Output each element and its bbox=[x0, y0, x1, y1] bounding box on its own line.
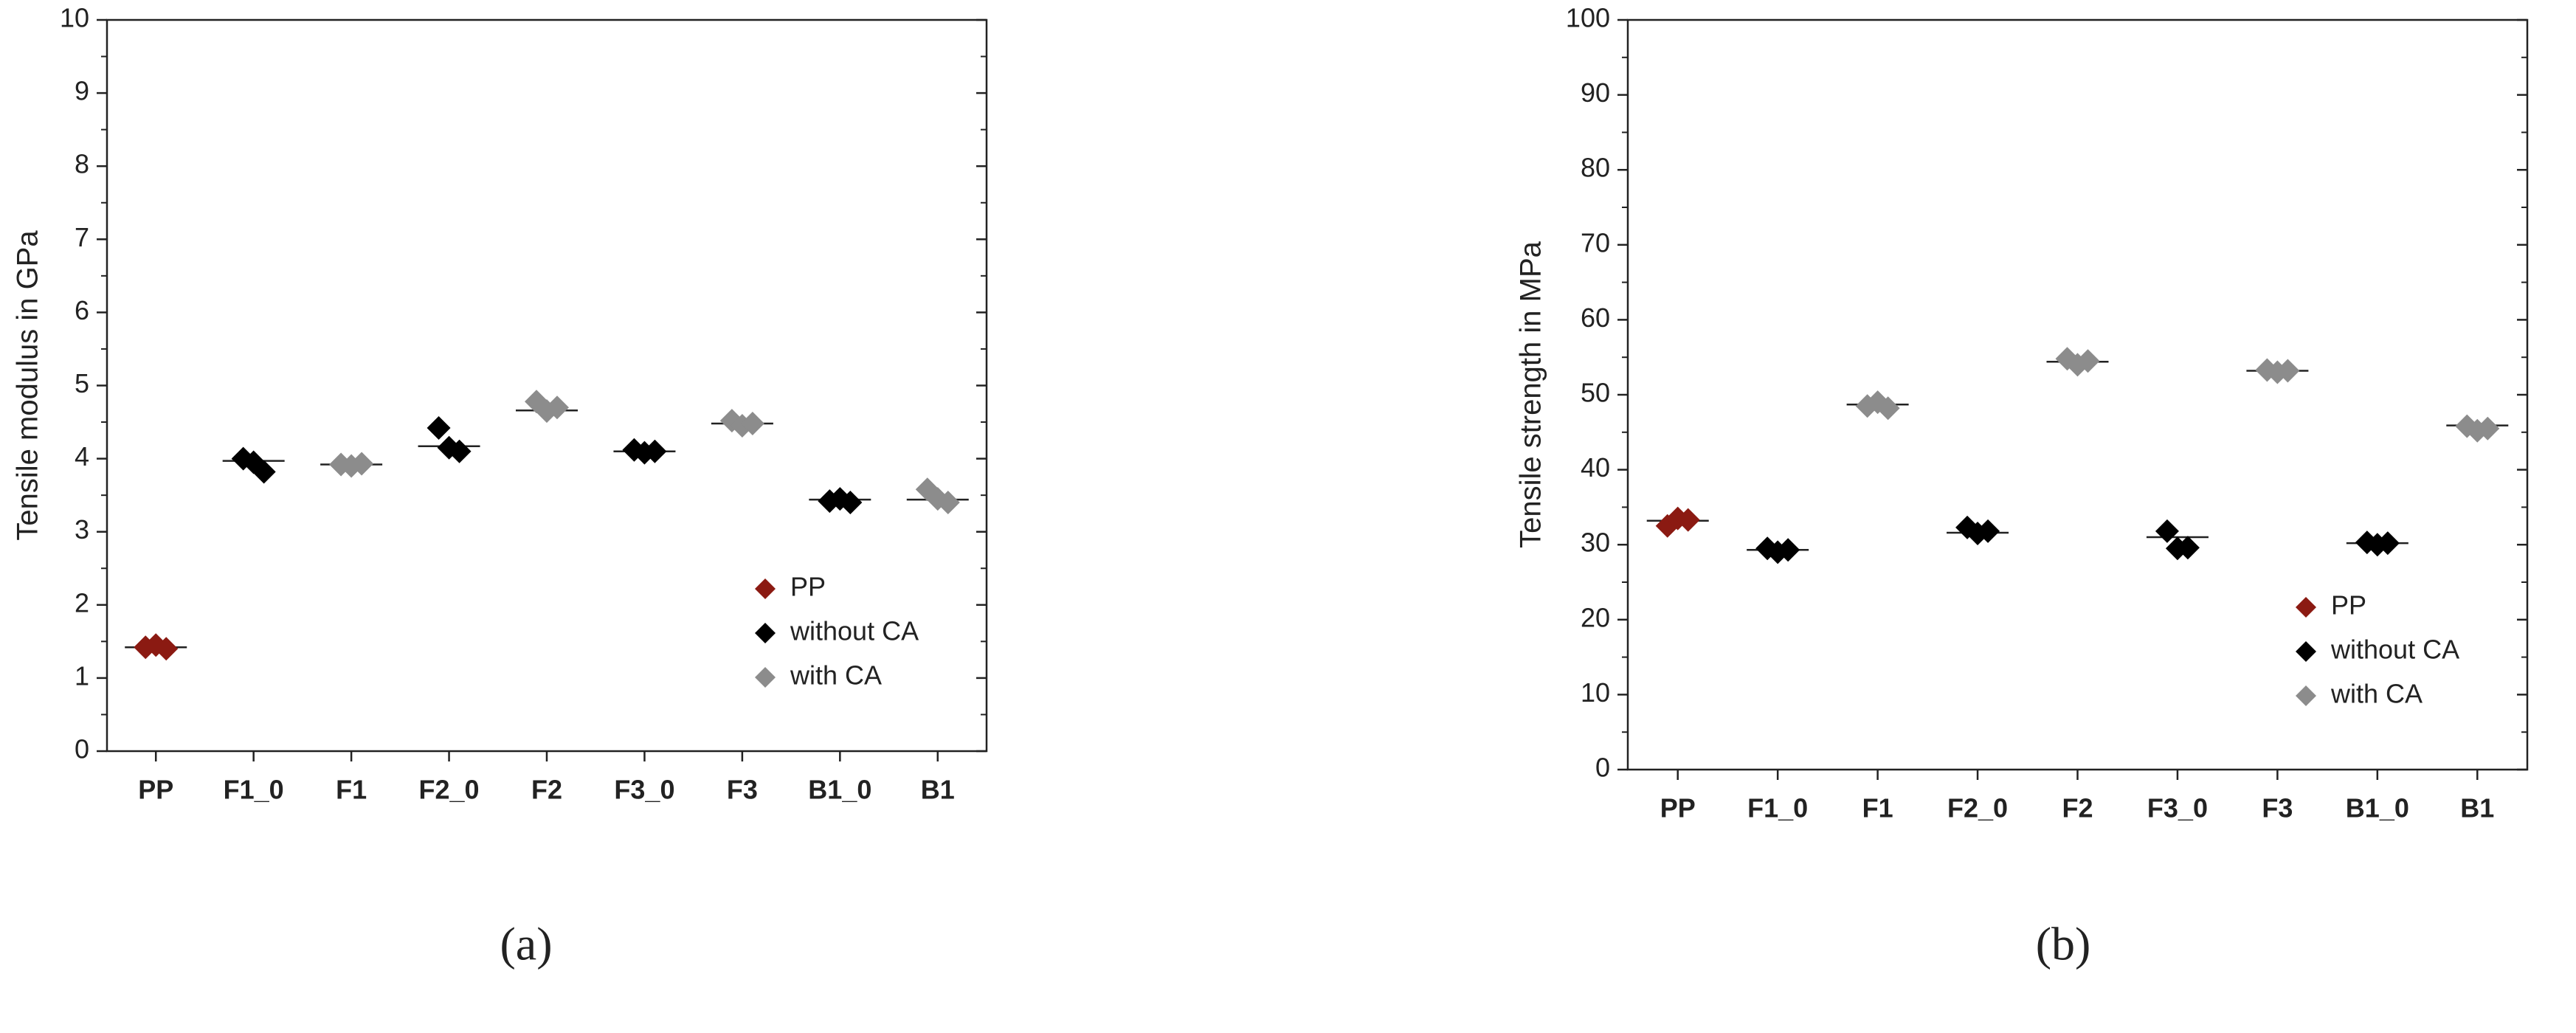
y-tick-label: 2 bbox=[75, 587, 89, 618]
y-tick-label: 0 bbox=[75, 734, 89, 764]
legend-label: without CA bbox=[2330, 635, 2459, 665]
x-tick-label: F3 bbox=[727, 775, 758, 805]
y-tick-label: 0 bbox=[1595, 753, 1610, 783]
legend-label: with CA bbox=[790, 660, 882, 691]
data-point bbox=[643, 439, 667, 463]
data-point bbox=[1676, 508, 1700, 532]
x-tick-label: F1_0 bbox=[224, 775, 284, 805]
y-tick-label: 5 bbox=[75, 368, 89, 398]
y-tick-label: 8 bbox=[75, 149, 89, 179]
panel: 0 10 20 30 40 50 60 70 80 90 100 Tensile strength i… bbox=[1515, 3, 2529, 970]
data-point bbox=[154, 637, 179, 661]
y-tick-label: 40 bbox=[1581, 452, 1610, 483]
y-tick-label: 10 bbox=[60, 3, 89, 33]
legend-marker bbox=[2296, 685, 2316, 706]
panel: 0 1 2 3 4 5 6 7 8 9 10 Tensile modulus in GPa PP F1_0… bbox=[12, 3, 988, 970]
legend-label: PP bbox=[790, 572, 826, 602]
x-tick-label: F1 bbox=[1862, 793, 1893, 823]
panel-label: (b) bbox=[2036, 918, 2091, 970]
data-point bbox=[1976, 519, 2000, 543]
y-tick-label: 80 bbox=[1581, 153, 1610, 183]
y-tick-label: 90 bbox=[1581, 77, 1610, 108]
data-point bbox=[1876, 396, 1900, 421]
data-point bbox=[936, 491, 960, 515]
x-tick-label: PP bbox=[138, 775, 173, 805]
x-tick-label: F2_0 bbox=[419, 775, 480, 805]
y-tick-label: 9 bbox=[75, 76, 89, 106]
x-tick-label: B1 bbox=[2460, 793, 2494, 823]
y-tick-label: 50 bbox=[1581, 378, 1610, 408]
x-tick-label: F3 bbox=[2262, 793, 2293, 823]
y-tick-label: 7 bbox=[75, 222, 89, 252]
legend-label: without CA bbox=[790, 616, 919, 646]
legend-marker bbox=[2296, 641, 2316, 662]
data-point bbox=[2175, 536, 2200, 560]
y-tick-label: 70 bbox=[1581, 227, 1610, 258]
y-tick-label: 4 bbox=[75, 441, 89, 471]
y-tick-label: 20 bbox=[1581, 602, 1610, 632]
panel-label: (a) bbox=[500, 918, 552, 970]
x-tick-label: F1 bbox=[336, 775, 367, 805]
data-point bbox=[252, 460, 276, 484]
x-tick-label: F3_0 bbox=[2147, 793, 2208, 823]
x-tick-label: F2 bbox=[2062, 793, 2093, 823]
x-tick-label: B1 bbox=[921, 775, 955, 805]
x-tick-label: F2_0 bbox=[1947, 793, 2008, 823]
data-point bbox=[740, 412, 764, 436]
y-tick-label: 30 bbox=[1581, 528, 1610, 558]
y-tick-label: 10 bbox=[1581, 677, 1610, 708]
legend-label: PP bbox=[2331, 590, 2366, 621]
legend-label: with CA bbox=[2330, 679, 2423, 709]
y-tick-label: 6 bbox=[75, 295, 89, 325]
x-tick-label: B1_0 bbox=[808, 775, 871, 805]
data-point bbox=[2375, 531, 2400, 556]
x-tick-label: F1_0 bbox=[1747, 793, 1808, 823]
data-point bbox=[427, 415, 451, 440]
data-point bbox=[1776, 538, 1800, 562]
data-point bbox=[350, 452, 374, 476]
x-tick-label: F3_0 bbox=[614, 775, 674, 805]
data-point bbox=[2476, 416, 2500, 441]
data-point bbox=[2155, 519, 2179, 543]
y-tick-label: 1 bbox=[75, 660, 89, 691]
y-tick-label: 60 bbox=[1581, 303, 1610, 333]
y-axis-title: Tensile strength in MPa bbox=[1515, 241, 1547, 548]
legend-marker bbox=[755, 578, 776, 599]
data-point bbox=[447, 439, 472, 463]
legend-marker bbox=[755, 623, 776, 643]
x-tick-label: B1_0 bbox=[2346, 793, 2409, 823]
legend-marker bbox=[2296, 597, 2316, 618]
y-tick-label: 3 bbox=[75, 514, 89, 545]
data-point bbox=[545, 395, 569, 420]
data-point bbox=[2076, 349, 2100, 373]
x-tick-label: PP bbox=[1660, 793, 1696, 823]
y-axis-title: Tensile modulus in GPa bbox=[12, 230, 44, 541]
x-tick-label: F2 bbox=[531, 775, 562, 805]
legend-marker bbox=[755, 667, 776, 688]
data-point bbox=[2276, 359, 2300, 383]
data-point bbox=[838, 491, 863, 515]
y-tick-label: 100 bbox=[1566, 3, 1610, 33]
